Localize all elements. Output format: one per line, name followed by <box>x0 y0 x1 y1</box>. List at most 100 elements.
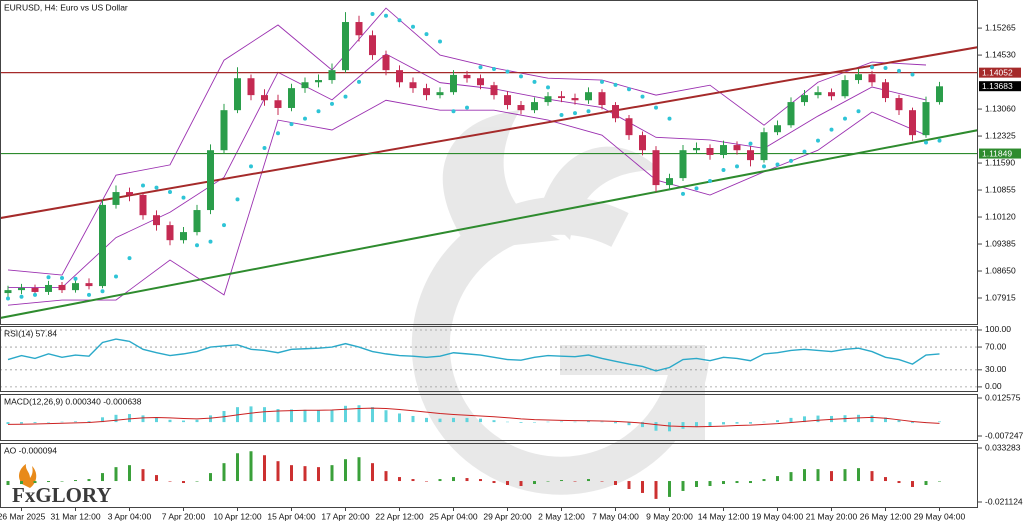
candle-body <box>261 95 268 101</box>
histogram-bar <box>735 481 739 484</box>
histogram-bar <box>182 420 185 423</box>
panel-frame <box>0 443 978 508</box>
candle-body <box>72 283 79 291</box>
histogram-bar <box>276 409 280 423</box>
bollinger-middle <box>8 53 927 288</box>
candle-body <box>774 125 781 133</box>
sar-dot <box>6 296 10 301</box>
x-tick-label: 26 May 12:00 <box>860 511 912 521</box>
candle-body <box>598 92 606 106</box>
candle-body <box>328 70 336 81</box>
histogram-bar <box>938 421 941 423</box>
candle-body <box>612 105 619 119</box>
candle-body <box>4 290 12 294</box>
price-label-box <box>979 67 1021 78</box>
sar-dot <box>46 275 51 280</box>
sar-dot <box>586 109 591 114</box>
sar-dot <box>573 111 577 116</box>
histogram-bar <box>87 421 91 423</box>
sar-dot <box>370 11 375 16</box>
plot-area <box>6 405 941 432</box>
candle-body <box>31 287 39 292</box>
sar-dot <box>937 138 942 143</box>
candle-body <box>409 82 417 89</box>
sar-dot <box>397 18 402 23</box>
candle-body <box>382 55 390 71</box>
x-tick-label: 7 Apr 20:00 <box>162 511 206 521</box>
y-tick-label: 1.10120 <box>985 211 1016 221</box>
histogram-bar <box>830 471 833 482</box>
histogram-bar <box>330 409 334 423</box>
candle-body <box>639 135 646 151</box>
candle-body <box>868 74 876 83</box>
y-tick-label: 1.15265 <box>985 22 1016 32</box>
price-label-box <box>979 148 1021 159</box>
sar-dot <box>451 109 456 114</box>
x-tick-label: 17 Apr 20:00 <box>321 511 369 521</box>
histogram-bar <box>695 422 698 427</box>
sar-dot <box>411 24 415 29</box>
sar-dot <box>276 131 280 136</box>
histogram-bar <box>6 422 10 425</box>
histogram-bar <box>371 463 374 482</box>
histogram-bar <box>776 420 779 423</box>
sar-dot <box>384 13 388 18</box>
histogram-bar <box>857 414 860 423</box>
candle-body <box>855 74 862 81</box>
histogram-bar <box>627 422 631 426</box>
histogram-bar <box>357 457 361 482</box>
histogram-bar <box>195 481 199 482</box>
histogram-bar <box>722 422 725 425</box>
histogram-bar <box>384 410 388 423</box>
histogram-bar <box>344 459 347 482</box>
logo-flame <box>19 464 37 488</box>
x-tick-label: 10 Apr 12:00 <box>213 511 261 521</box>
sar-dot <box>897 68 901 73</box>
candle-body <box>625 118 633 136</box>
sar-dot <box>708 179 712 184</box>
candle-body <box>58 284 66 291</box>
sar-dot <box>694 186 699 191</box>
histogram-bar <box>20 481 23 485</box>
sar-dot <box>154 185 159 190</box>
histogram-bar <box>60 481 64 482</box>
candle-body <box>274 100 282 108</box>
candle-body <box>720 145 727 155</box>
logo-text: FxGLORY <box>12 483 112 507</box>
sar-dot <box>843 116 847 121</box>
sar-dot <box>249 164 253 169</box>
sar-dot <box>87 292 91 297</box>
sar-dot <box>924 140 928 145</box>
signal-line <box>7 407 940 428</box>
histogram-bar <box>438 418 442 423</box>
histogram-bar <box>668 481 671 497</box>
sar-dot <box>438 39 442 44</box>
histogram-bar <box>209 415 212 423</box>
histogram-bar <box>249 451 253 482</box>
y-tick-label: 1.13060 <box>985 103 1016 113</box>
histogram-bar <box>438 479 442 482</box>
histogram-bar <box>816 469 820 482</box>
candle-body <box>288 88 295 108</box>
x-tick-label: 29 Apr 20:00 <box>483 511 531 521</box>
candle-body <box>436 92 444 96</box>
histogram-bar <box>411 415 415 423</box>
candle-body <box>693 147 700 151</box>
histogram-bar <box>870 415 874 423</box>
candle-body <box>315 80 322 83</box>
price-label: 1.14052 <box>982 67 1013 77</box>
histogram-bar <box>114 414 118 423</box>
histogram-bar <box>101 417 104 423</box>
histogram-bar <box>749 481 752 484</box>
candle-body <box>909 110 916 136</box>
candle-body <box>504 95 511 106</box>
sar-dot <box>775 162 780 167</box>
y-tick-label: 1.14530 <box>985 49 1016 59</box>
candle-body <box>558 96 565 99</box>
histogram-bar <box>263 455 266 482</box>
histogram-bar <box>627 481 631 489</box>
histogram-bar <box>938 481 941 482</box>
candle-body <box>18 287 25 291</box>
sar-dot <box>883 65 888 70</box>
histogram-bar <box>114 467 118 482</box>
